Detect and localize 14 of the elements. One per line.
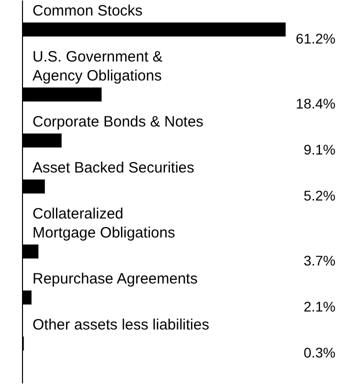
- data-label: 18.4%: [296, 96, 336, 112]
- data-label: 5.2%: [304, 188, 336, 204]
- y-tick-label: Common Stocks: [32, 2, 143, 20]
- data-label: 61.2%: [296, 30, 336, 46]
- data-label: 9.1%: [304, 142, 336, 158]
- y-tick-label: Other assets less liabilities: [32, 316, 210, 334]
- y-tick-label: Asset Backed Securities: [32, 160, 194, 176]
- y-tick-label: U.S. Government & Agency Obligations: [32, 48, 163, 84]
- y-tick-label: Corporate Bonds & Notes: [32, 114, 204, 130]
- y-tick-label: Collateralized Mortgage Obligations: [32, 206, 176, 242]
- data-label: 2.1%: [304, 298, 336, 314]
- y-tick-label: Repurchase Agreements: [32, 270, 198, 288]
- data-label: 0.3%: [304, 344, 336, 360]
- data-label: 3.7%: [304, 252, 336, 268]
